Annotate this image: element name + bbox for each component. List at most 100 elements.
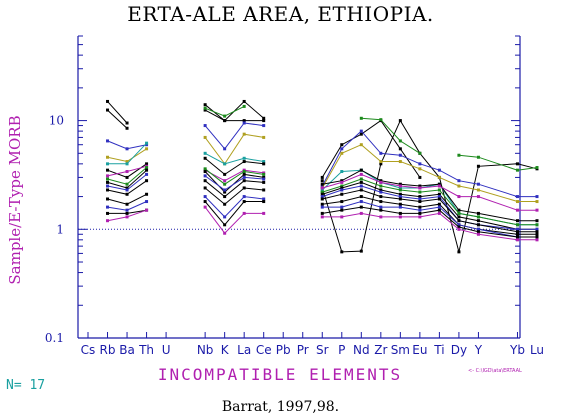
data-point	[203, 174, 207, 178]
chart-title: ERTA-ALE AREA, ETHIOPIA.	[127, 2, 434, 26]
data-point	[223, 182, 227, 186]
data-point	[340, 184, 344, 188]
x-axis-label: INCOMPATIBLE ELEMENTS	[158, 365, 402, 384]
data-point	[106, 168, 110, 172]
y-tick-label: 0.1	[45, 331, 64, 345]
data-point	[106, 99, 110, 103]
data-point	[340, 186, 344, 190]
data-point	[418, 215, 422, 219]
data-point	[145, 141, 149, 145]
x-tick-label-cs: Cs	[81, 343, 96, 357]
data-point	[223, 179, 227, 183]
data-point	[379, 188, 383, 192]
data-point	[515, 227, 519, 231]
data-point	[379, 200, 383, 204]
data-point	[125, 188, 129, 192]
data-point	[340, 215, 344, 219]
data-point	[398, 197, 402, 201]
data-point	[340, 179, 344, 183]
data-point	[106, 155, 110, 159]
data-point	[457, 184, 461, 188]
data-point	[418, 205, 422, 209]
data-point	[203, 106, 207, 110]
data-point	[379, 205, 383, 209]
data-point	[457, 223, 461, 227]
data-point	[203, 103, 207, 107]
x-tick-label-yb: Yb	[509, 343, 525, 357]
series-10	[106, 166, 539, 227]
data-point	[223, 119, 227, 123]
data-point	[125, 160, 129, 164]
data-point	[320, 197, 324, 201]
x-tick-label-ti: Ti	[433, 343, 444, 357]
data-point	[359, 116, 363, 120]
data-point	[145, 168, 149, 172]
data-point	[515, 223, 519, 227]
data-point	[398, 188, 402, 192]
data-point	[106, 108, 110, 112]
x-tick-label-y: Y	[474, 343, 483, 357]
data-point	[476, 195, 480, 199]
data-point	[340, 170, 344, 174]
series-17	[106, 205, 539, 242]
data-point	[535, 195, 539, 199]
data-point	[359, 168, 363, 172]
data-point	[262, 124, 266, 128]
data-point	[515, 219, 519, 223]
data-point	[515, 230, 519, 234]
x-tick-label-ce: Ce	[256, 343, 272, 357]
data-point	[262, 177, 266, 181]
series-lines	[106, 99, 539, 254]
data-point	[320, 215, 324, 219]
data-point	[515, 232, 519, 236]
data-point	[145, 147, 149, 151]
data-point	[457, 250, 461, 254]
data-point	[203, 200, 207, 204]
x-tick-label-zr: Zr	[374, 343, 387, 357]
data-point	[262, 172, 266, 176]
x-tick-label-u: U	[162, 343, 171, 357]
data-point	[515, 238, 519, 242]
data-point	[457, 215, 461, 219]
data-point	[418, 167, 422, 171]
data-point	[476, 232, 480, 236]
data-point	[457, 208, 461, 212]
data-point	[106, 177, 110, 181]
data-point	[223, 114, 227, 118]
data-point	[203, 135, 207, 139]
data-point	[359, 143, 363, 147]
data-point	[262, 160, 266, 164]
data-point	[535, 227, 539, 231]
data-point	[106, 139, 110, 143]
data-point	[398, 192, 402, 196]
series-6	[106, 132, 539, 204]
data-point	[359, 129, 363, 133]
data-point	[398, 153, 402, 157]
data-point	[262, 135, 266, 139]
data-point	[242, 121, 246, 125]
data-point	[379, 184, 383, 188]
data-point	[125, 182, 129, 186]
data-point	[418, 175, 422, 179]
x-tick-label-th: Th	[138, 343, 154, 357]
data-point	[437, 175, 441, 179]
data-point	[262, 162, 266, 166]
data-point	[515, 162, 519, 166]
x-tick-label-pb: Pb	[276, 343, 291, 357]
data-point	[379, 195, 383, 199]
x-tick-label-dy: Dy	[451, 343, 467, 357]
data-point	[476, 223, 480, 227]
data-point	[437, 188, 441, 192]
data-point	[203, 151, 207, 155]
data-point	[125, 208, 129, 212]
series-15	[106, 195, 539, 239]
data-point	[398, 182, 402, 186]
data-point	[242, 186, 246, 190]
data-point	[437, 184, 441, 188]
data-point	[535, 232, 539, 236]
data-point	[340, 180, 344, 184]
y-axis-label: Sample/E-Type MORB	[6, 115, 24, 284]
data-point	[476, 155, 480, 159]
data-point	[145, 166, 149, 170]
data-point	[535, 223, 539, 227]
